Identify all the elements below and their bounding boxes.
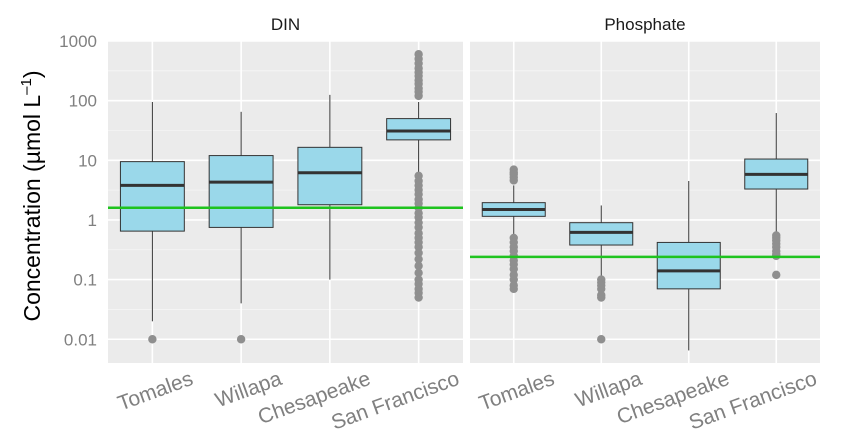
outlier-point: [148, 335, 157, 344]
outlier-point: [772, 270, 781, 280]
outlier-point: [414, 242, 423, 252]
outlier-point: [414, 268, 423, 278]
x-tick-label: Tomales: [476, 367, 557, 415]
box-chesapeake: [656, 180, 721, 351]
y-tick-label: 0.1: [73, 271, 97, 290]
y-tick-label: 0.01: [64, 330, 97, 349]
box-iqr: [297, 146, 363, 206]
x-tick-label: Tomales: [115, 367, 196, 415]
facet-label: Phosphate: [604, 15, 685, 34]
box-tomales: [481, 165, 546, 294]
outlier-point: [597, 293, 606, 302]
box-san-francisco: [744, 113, 809, 280]
outlier-point: [509, 284, 518, 294]
box-willapa: [569, 205, 634, 344]
outlier-point: [414, 261, 423, 271]
outlier-point: [509, 275, 518, 284]
outlier-point: [597, 335, 606, 344]
box-iqr: [386, 118, 452, 141]
outlier-point: [509, 264, 518, 274]
outlier-point: [414, 248, 423, 258]
outlier-point: [414, 223, 423, 232]
y-axis-label: Concentration (µmol L–1): [18, 70, 45, 321]
y-tick-label: 1000: [59, 32, 97, 51]
y-tick-label: 100: [69, 92, 97, 111]
box-willapa: [208, 111, 274, 344]
panel-background: [470, 41, 820, 363]
box-chesapeake: [297, 94, 363, 280]
box-iqr: [569, 222, 634, 246]
box-iqr: [656, 241, 721, 290]
outlier-point: [414, 293, 423, 302]
y-tick-label: 1: [88, 211, 97, 230]
outlier-point: [509, 176, 518, 185]
facet-label: DIN: [271, 15, 300, 34]
box-san-francisco: [386, 50, 452, 302]
outlier-point: [414, 254, 423, 264]
outlier-point: [597, 284, 606, 294]
box-iqr: [208, 155, 274, 228]
outlier-point: [414, 91, 423, 101]
box-tomales: [119, 101, 185, 344]
outlier-point: [236, 335, 246, 344]
y-tick-label: 10: [78, 151, 97, 170]
box-iqr: [119, 161, 185, 232]
